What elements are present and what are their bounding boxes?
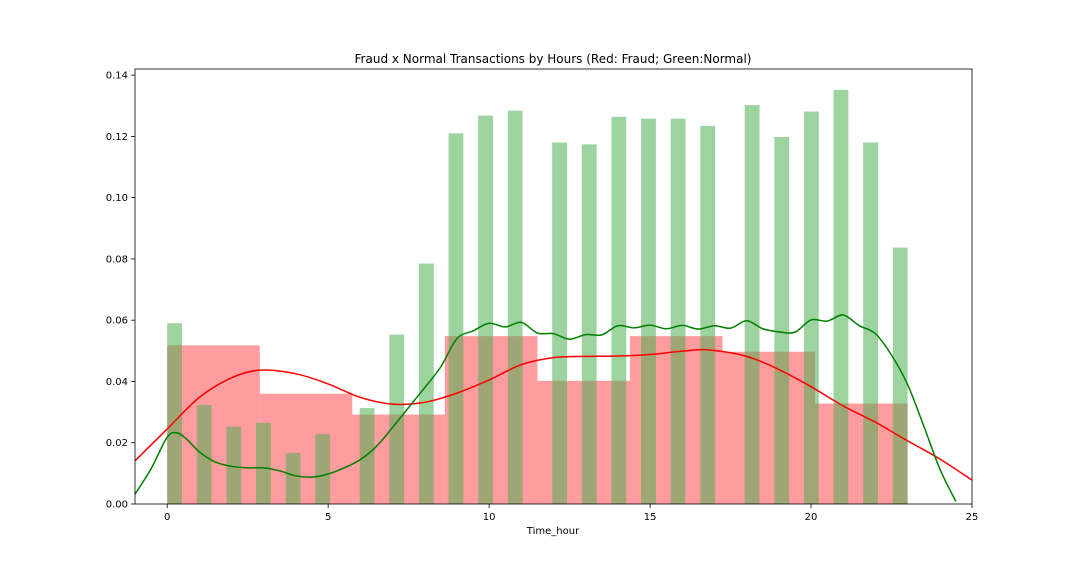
- normal-bar-13: [581, 144, 597, 504]
- normal-bar-20: [803, 111, 819, 504]
- fraud-bar-7: [815, 403, 908, 504]
- x-axis-label: Time_hour: [526, 526, 580, 537]
- x-tick-label-4: 20: [805, 512, 818, 523]
- normal-bar-17: [700, 125, 716, 504]
- normal-bar-4: [285, 452, 301, 504]
- fraud-kde-line: [135, 348, 972, 481]
- normal-bar-3: [256, 422, 271, 504]
- normal-bar-10: [478, 115, 493, 504]
- fraud-bar-0: [167, 345, 260, 504]
- normal-bar-9: [448, 133, 464, 504]
- normal-bar-6: [359, 408, 375, 504]
- x-tick-label-5: 25: [966, 512, 979, 523]
- y-tick-label-2: 0.04: [106, 377, 128, 388]
- normal-bar-8: [418, 263, 434, 504]
- normal-bar-11: [507, 110, 523, 504]
- normal-bar-18: [744, 105, 760, 504]
- y-tick-label-0: 0.00: [106, 500, 128, 511]
- normal-bar-5: [315, 434, 331, 504]
- normal-bar-14: [611, 116, 627, 505]
- normal-bar-15: [641, 118, 656, 504]
- normal-bar-16: [670, 118, 686, 504]
- y-tick-label-7: 0.14: [106, 71, 128, 82]
- y-tick-label-1: 0.02: [106, 438, 128, 449]
- x-tick-label-1: 5: [325, 512, 331, 523]
- chart-title: Fraud x Normal Transactions by Hours (Re…: [355, 52, 752, 66]
- normal-bar-2: [226, 426, 242, 504]
- normal-bar-7: [389, 334, 405, 504]
- fraud-bar-6: [722, 351, 816, 504]
- x-tick-label-0: 0: [164, 512, 170, 523]
- normal-bar-1: [196, 405, 212, 504]
- normal-bar-22: [863, 142, 878, 505]
- y-tick-label-5: 0.10: [106, 193, 128, 204]
- normal-bar-0: [167, 323, 183, 504]
- y-tick-label-4: 0.08: [106, 254, 128, 265]
- normal-kde-line: [135, 314, 957, 502]
- normal-bar-12: [552, 142, 568, 505]
- y-tick-label-6: 0.12: [106, 132, 128, 143]
- normal-bar-23: [892, 247, 908, 504]
- x-tick-label-3: 15: [644, 512, 657, 523]
- normal-bar-19: [774, 137, 790, 504]
- fraud-bar-1: [259, 393, 353, 504]
- y-tick-label-3: 0.06: [106, 316, 128, 327]
- normal-bar-21: [833, 89, 849, 504]
- x-tick-label-2: 10: [483, 512, 496, 523]
- plot-area: 0 5 10 15 20 25 0.00 0.02 0.04 0.06 0.08 0.10 0.12 0.…: [106, 68, 979, 523]
- axes-frame: [134, 68, 973, 505]
